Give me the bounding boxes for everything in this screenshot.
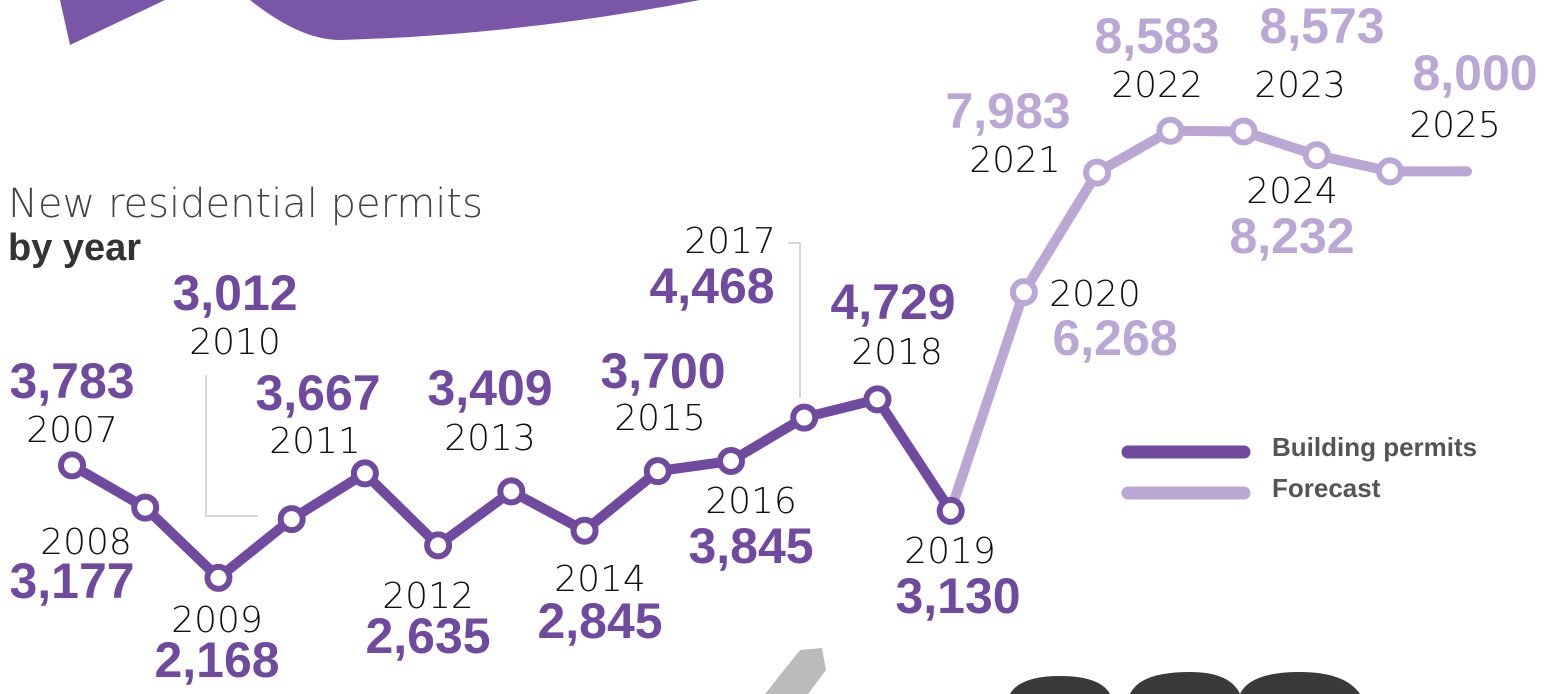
value-label: 3,130 [895, 568, 1020, 624]
value-label: 2,168 [154, 632, 279, 688]
point [277, 505, 306, 534]
decoration [60, 0, 700, 45]
decoration [765, 648, 826, 694]
year-label: 2018 [851, 332, 943, 373]
value-label: 3,783 [9, 353, 134, 409]
year-label: 2020 [1049, 274, 1141, 315]
point [1009, 278, 1038, 307]
point [424, 531, 453, 560]
value-label: 2,635 [365, 608, 490, 664]
value-label: 3,409 [427, 360, 552, 416]
year-label: 2007 [26, 410, 118, 451]
year-label: 2010 [189, 322, 281, 363]
year-label: 2014 [554, 559, 646, 600]
year-label: 2017 [684, 221, 776, 262]
point [204, 563, 233, 592]
year-label: 2008 [40, 522, 132, 563]
chart-title: New residential permits [8, 181, 483, 227]
point [936, 496, 965, 525]
decoration [1010, 672, 1360, 694]
year-label: 2022 [1111, 65, 1203, 106]
value-label: 8,000 [1412, 45, 1537, 101]
point [131, 493, 160, 522]
point [1376, 157, 1404, 186]
leader-line [205, 375, 258, 517]
value-label: 2,845 [537, 593, 662, 649]
legend-label: Building permits [1272, 432, 1477, 462]
value-label: 3,667 [255, 365, 380, 421]
point [717, 447, 745, 476]
point [58, 451, 86, 480]
year-label: 2023 [1254, 65, 1346, 106]
point [1156, 116, 1185, 145]
year-label: 2024 [1246, 171, 1338, 212]
value-label: 8,583 [1094, 8, 1219, 64]
point [1083, 158, 1112, 187]
point [570, 516, 599, 545]
legend-label: Forecast [1272, 473, 1381, 503]
point [1302, 141, 1331, 170]
value-label: 3,845 [688, 518, 813, 574]
point [350, 459, 379, 488]
value-label: 4,729 [830, 274, 955, 330]
value-label: 3,012 [172, 265, 297, 321]
value-label: 8,232 [1229, 208, 1354, 264]
value-label: 3,700 [600, 343, 725, 399]
leader-line [788, 242, 801, 398]
year-label: 2012 [382, 576, 474, 617]
chart-subtitle: by year [8, 227, 141, 269]
point [643, 457, 672, 486]
year-label: 2013 [444, 418, 536, 459]
value-label: 3,177 [9, 553, 134, 609]
value-label: 4,468 [649, 258, 774, 314]
connector [945, 290, 1029, 513]
point [863, 385, 892, 414]
point [790, 403, 819, 432]
value-label: 8,573 [1259, 0, 1384, 54]
year-label: 2011 [269, 421, 361, 462]
value-label: 6,268 [1052, 310, 1177, 366]
year-label: 2015 [614, 398, 706, 439]
point [1229, 117, 1258, 146]
year-label: 2016 [705, 481, 797, 522]
point [497, 477, 526, 506]
year-label: 2025 [1409, 105, 1501, 146]
year-label: 2019 [904, 531, 996, 572]
year-label: 2021 [969, 140, 1061, 181]
value-label: 7,983 [945, 83, 1070, 139]
year-label: 2009 [171, 600, 263, 641]
